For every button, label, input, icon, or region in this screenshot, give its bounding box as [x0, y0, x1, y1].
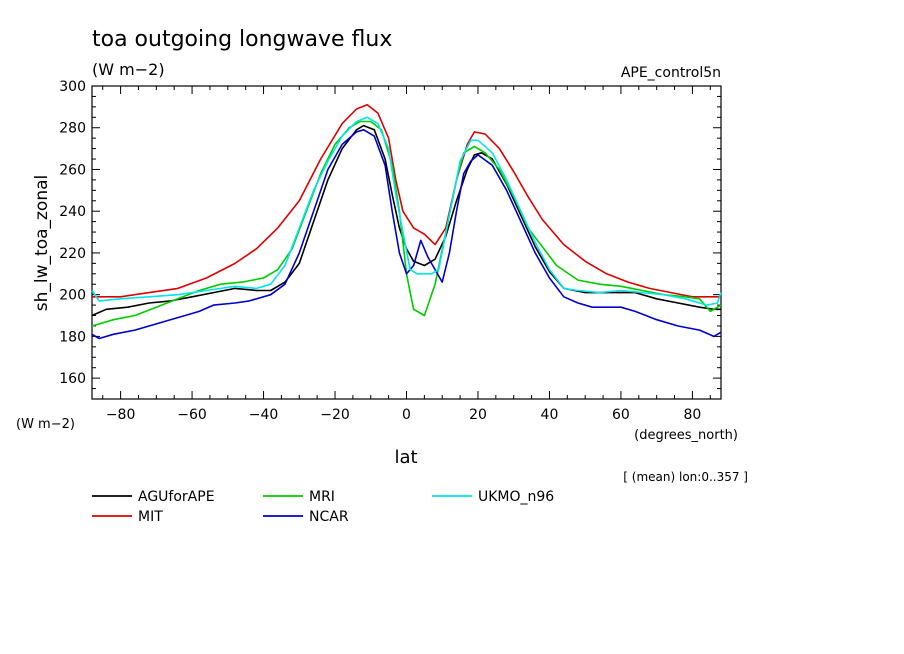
x-tick-label: 40	[541, 407, 559, 423]
x-tick-label: −40	[249, 407, 279, 423]
x-tick-label: 20	[469, 407, 487, 423]
chart-title: toa outgoing longwave flux	[92, 27, 392, 52]
legend: AGUforAPE MIT MRI NCAR UKMO_n96	[92, 489, 554, 525]
chart-subtitle: (W m−2)	[92, 60, 165, 79]
y-tick-label: 180	[59, 329, 86, 345]
y-tick-label: 160	[59, 371, 86, 387]
x-tick-label: −80	[106, 407, 136, 423]
legend-label: MRI	[309, 489, 335, 505]
y-axis-label: sh_lw_toa_zonal	[32, 175, 52, 311]
series-line-ncar	[91, 129, 722, 340]
y-tick-label: 200	[59, 288, 86, 304]
x-axis-label: lat	[394, 447, 417, 468]
series-line-mri	[91, 120, 722, 327]
y-tick-label: 300	[59, 79, 86, 95]
x-tick-label: −60	[177, 407, 207, 423]
y-tick-label: 280	[59, 121, 86, 137]
x-axis-unit: (degrees_north)	[634, 428, 738, 443]
x-tick-label: 60	[612, 407, 630, 423]
axis-ticks	[92, 85, 721, 399]
x-tick-label: −20	[320, 407, 350, 423]
legend-label: AGUforAPE	[138, 489, 215, 505]
x-tick-labels: −80 −60 −40 −20 0 20 40 60 80	[106, 407, 702, 423]
y-tick-labels: 160 180 200 220 240 260 280 300	[59, 79, 86, 387]
experiment-label: APE_control5n	[621, 65, 721, 81]
series-line-mit	[92, 104, 721, 298]
legend-label: MIT	[138, 509, 163, 525]
plot-frame	[91, 85, 722, 400]
legend-label: UKMO_n96	[478, 489, 554, 505]
series-line-ukmo_n96	[91, 116, 722, 306]
y-tick-label: 240	[59, 204, 86, 220]
legend-label: NCAR	[309, 509, 349, 525]
series-lines	[91, 104, 722, 340]
x-tick-label: 80	[683, 407, 701, 423]
y-axis-unit: (W m−2)	[16, 417, 75, 432]
y-tick-label: 220	[59, 246, 86, 262]
x-tick-label: 0	[402, 407, 411, 423]
averaging-note: [ (mean) lon:0..357 ]	[623, 470, 748, 484]
y-tick-label: 260	[59, 162, 86, 178]
